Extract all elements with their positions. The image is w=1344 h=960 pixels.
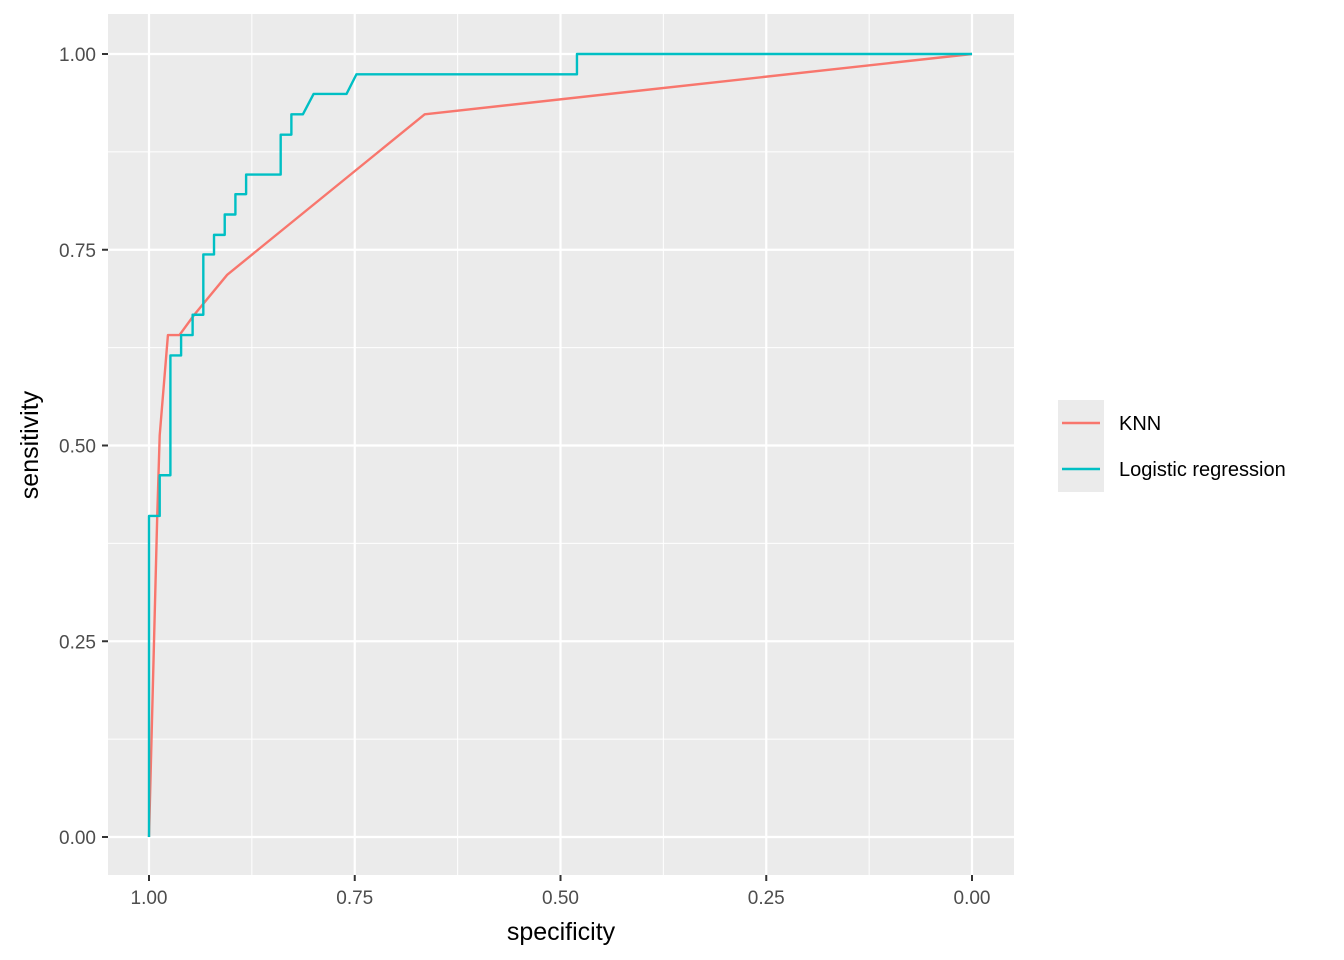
grid-major [108,14,1014,875]
series-line-logistic-regression [147,52,972,837]
x-tick-label: 0.75 [336,888,373,909]
y-tick-label: 0.50 [59,437,96,458]
x-tick-label: 1.00 [131,888,168,909]
y-axis-title: sensitivity [16,390,44,499]
x-tick-label: 0.00 [954,888,991,909]
x-tick-label: 0.50 [542,888,579,909]
y-tick-label: 1.00 [59,45,96,66]
x-axis: 1.00 0.75 0.50 0.25 0.00 [131,875,991,909]
series-line-knn [147,52,973,838]
y-tick-label: 0.25 [59,632,96,653]
x-axis-title: specificity [507,918,616,946]
y-tick-label: 0.75 [59,241,96,262]
y-axis: 0.00 0.25 0.50 0.75 1.00 [59,45,108,849]
legend-label: Logistic regression [1119,459,1286,481]
y-tick-label: 0.00 [59,828,96,849]
legend-label: KNN [1119,413,1161,435]
x-tick-label: 0.25 [748,888,785,909]
series-layer [147,52,973,838]
legend: KNN Logistic regression [1058,400,1286,492]
